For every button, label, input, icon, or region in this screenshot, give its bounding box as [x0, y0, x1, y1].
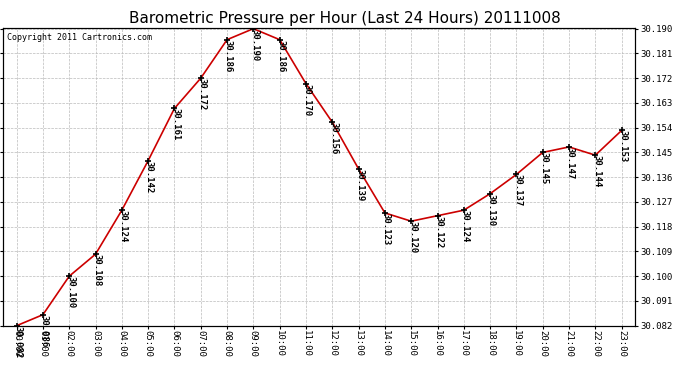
Text: 30.186: 30.186 — [224, 40, 233, 72]
Text: 30.139: 30.139 — [355, 169, 364, 201]
Text: 30.161: 30.161 — [171, 108, 180, 141]
Text: 30.130: 30.130 — [487, 194, 496, 226]
Text: 30.100: 30.100 — [66, 276, 75, 309]
Text: 30.123: 30.123 — [382, 213, 391, 245]
Text: 30.124: 30.124 — [461, 210, 470, 243]
Text: 30.082: 30.082 — [13, 326, 22, 358]
Text: 30.120: 30.120 — [408, 221, 417, 254]
Text: 30.086: 30.086 — [40, 315, 49, 347]
Text: 30.156: 30.156 — [329, 122, 338, 154]
Text: 30.142: 30.142 — [145, 160, 154, 193]
Text: Copyright 2011 Cartronics.com: Copyright 2011 Cartronics.com — [7, 33, 152, 42]
Text: 30.144: 30.144 — [592, 155, 601, 188]
Text: 30.147: 30.147 — [566, 147, 575, 179]
Text: 30.145: 30.145 — [540, 152, 549, 184]
Text: 30.153: 30.153 — [618, 130, 627, 163]
Text: 30.137: 30.137 — [513, 174, 522, 207]
Text: 30.170: 30.170 — [303, 84, 312, 116]
Text: 30.190: 30.190 — [250, 28, 259, 61]
Text: 30.124: 30.124 — [119, 210, 128, 243]
Text: Barometric Pressure per Hour (Last 24 Hours) 20111008: Barometric Pressure per Hour (Last 24 Ho… — [129, 11, 561, 26]
Text: 30.186: 30.186 — [277, 40, 286, 72]
Text: 30.108: 30.108 — [92, 254, 101, 286]
Text: 30.172: 30.172 — [197, 78, 206, 110]
Text: 30.122: 30.122 — [434, 216, 443, 248]
